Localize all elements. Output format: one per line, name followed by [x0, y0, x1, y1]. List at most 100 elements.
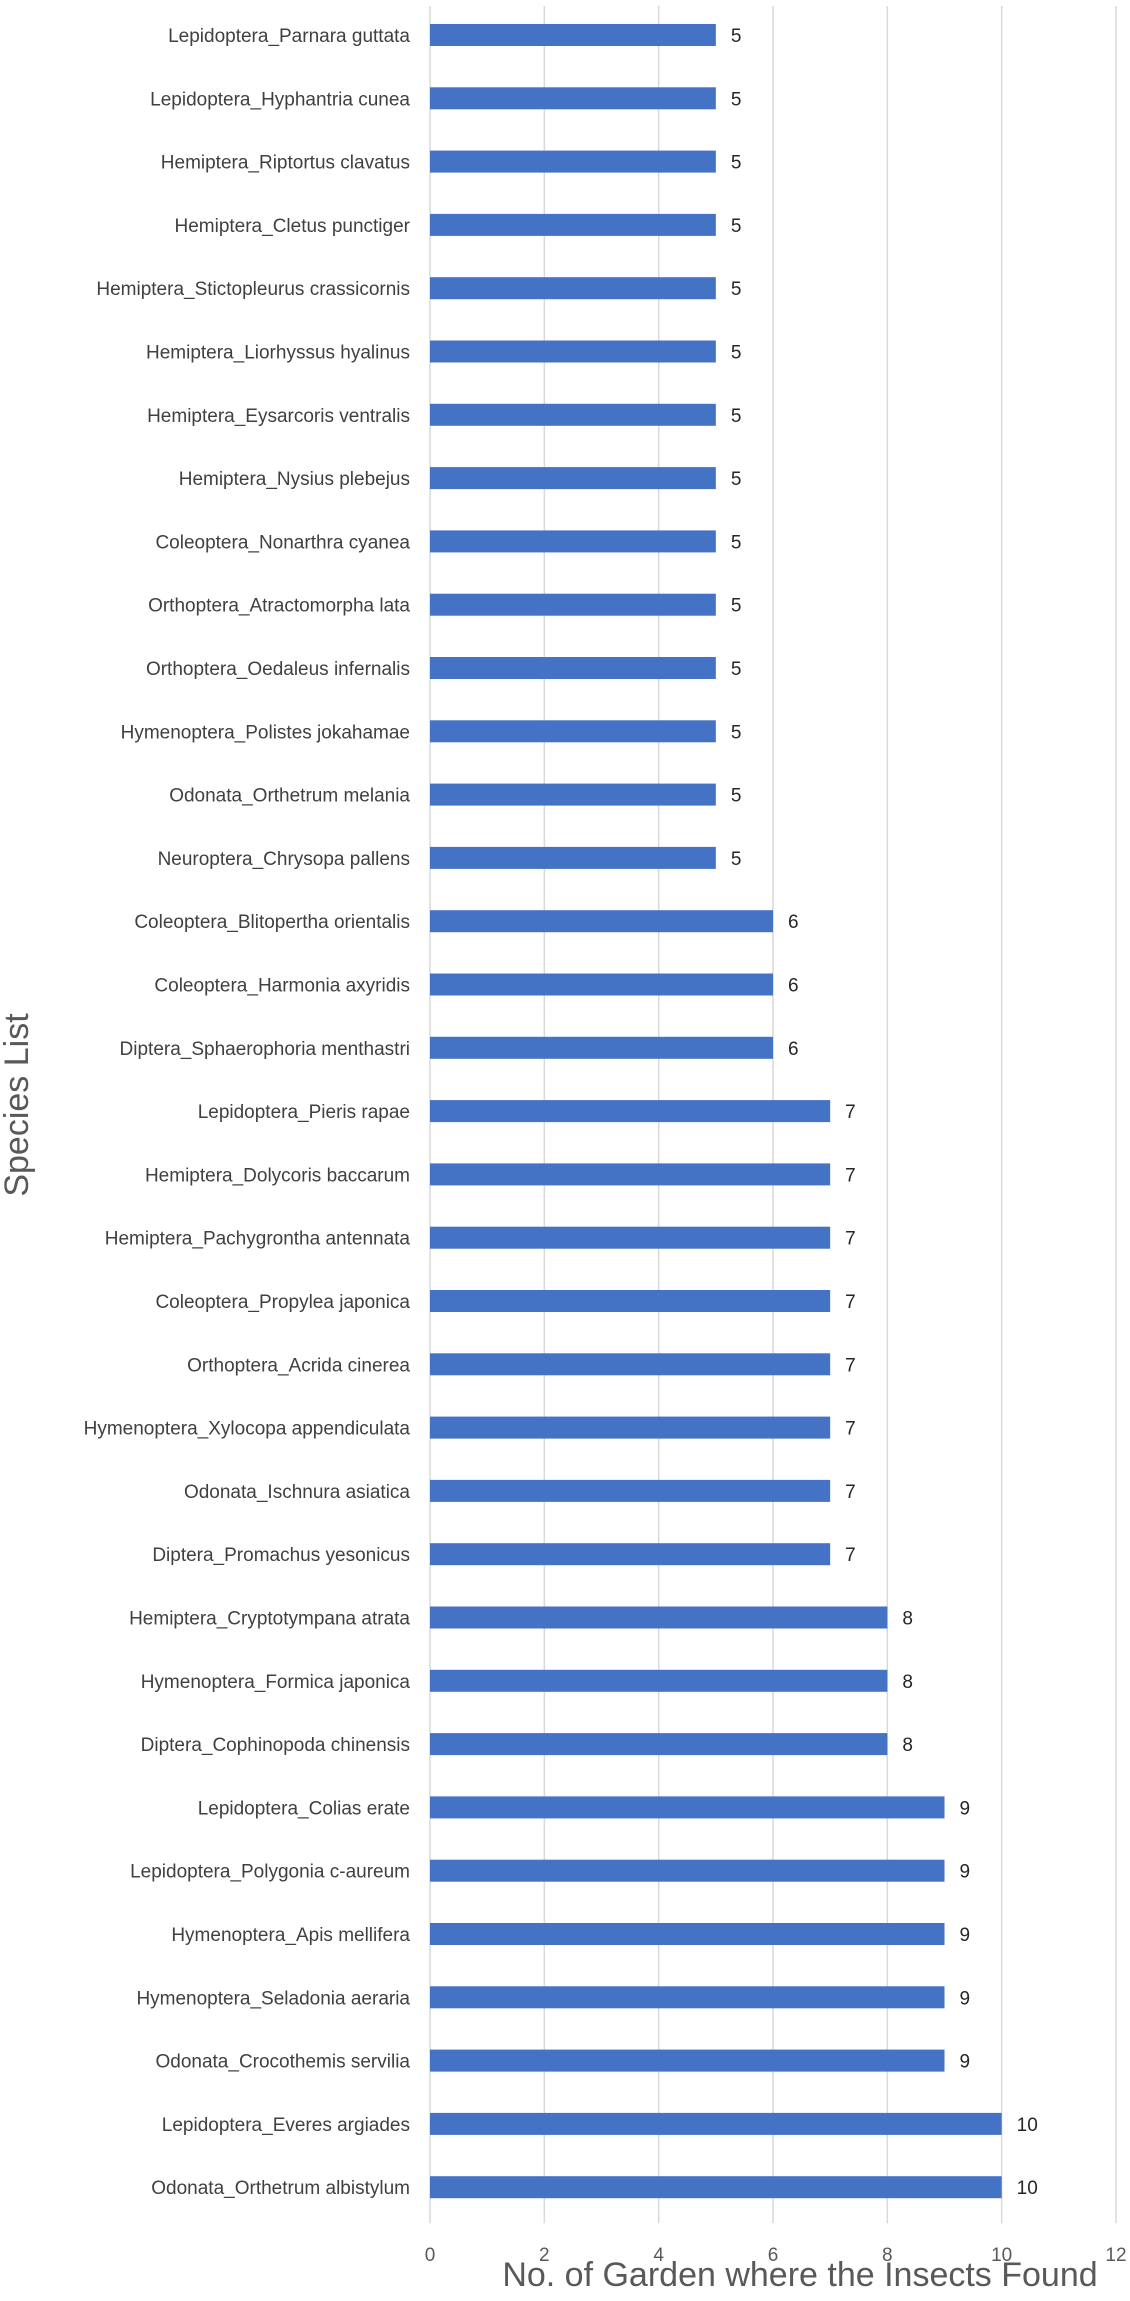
category-label: Coleoptera_Propylea japonica	[155, 1292, 410, 1313]
category-label: Hemiptera_Nysius plebejus	[179, 469, 410, 490]
data-label: 5	[731, 532, 742, 553]
category-label: Hemiptera_Liorhyssus hyalinus	[146, 343, 410, 364]
bar	[430, 1226, 831, 1249]
data-label: 9	[960, 1798, 971, 1819]
category-label: Coleoptera_Blitopertha orientalis	[134, 912, 410, 933]
category-label: Odonata_Orthetrum melania	[169, 786, 410, 807]
x-tick-label: 0	[425, 2245, 436, 2266]
category-label: Hymenoptera_Formica japonica	[141, 1672, 411, 1693]
bar	[430, 1606, 888, 1629]
category-label: Orthoptera_Oedaleus infernalis	[146, 659, 410, 680]
bar	[430, 1923, 945, 1945]
category-label: Orthoptera_Acrida cinerea	[187, 1355, 410, 1376]
data-label: 5	[731, 26, 742, 47]
data-label: 5	[731, 216, 742, 237]
category-label: Hemiptera_Cryptotympana atrata	[129, 1609, 410, 1630]
data-label: 7	[845, 1419, 856, 1440]
data-label: 5	[731, 722, 742, 743]
value-labels: 5 5 5 5 5 5 5 5 5 5 5 5 5 5 6 6 6 7 7 7 7 7 7 7 7 8 8 8 9 9 9 9 9 10 10	[731, 26, 1038, 2199]
category-label: Hymenoptera_Polistes jokahamae	[121, 722, 410, 743]
category-label: Hemiptera_Cletus punctiger	[174, 216, 410, 237]
bar	[430, 973, 773, 996]
data-label: 5	[731, 596, 742, 617]
bar	[430, 213, 716, 236]
category-label: Orthoptera_Atractomorpha lata	[148, 596, 410, 617]
data-label: 5	[731, 469, 742, 490]
category-label: Odonata_Ischnura asiatica	[184, 1482, 410, 1503]
category-label: Coleoptera_Nonarthra cyanea	[155, 532, 410, 553]
data-label: 8	[902, 1735, 913, 1756]
data-label: 8	[902, 1609, 913, 1630]
x-tick-label: 12	[1105, 2245, 1126, 2266]
data-label: 5	[731, 279, 742, 300]
category-label: Diptera_Sphaerophoria menthastri	[120, 1039, 410, 1060]
bar	[430, 1543, 831, 1566]
x-tick-label: 10	[991, 2245, 1012, 2266]
data-label: 5	[731, 849, 742, 870]
bars	[430, 24, 1002, 2199]
category-label: Hymenoptera_Seladonia aeraria	[136, 1988, 410, 2009]
data-label: 7	[845, 1229, 856, 1250]
bar	[430, 1669, 888, 1692]
category-label: Hymenoptera_Xylocopa appendiculata	[84, 1419, 411, 1440]
bar	[430, 1353, 831, 1376]
x-axis-title: No. of Garden where the Insects Found	[502, 2256, 1097, 2294]
y-axis-title: Species List	[0, 1013, 36, 1197]
x-tick-label: 8	[882, 2245, 893, 2266]
bar	[430, 87, 716, 110]
data-label: 6	[788, 1039, 799, 1060]
bar	[430, 340, 716, 363]
bar	[430, 593, 716, 616]
data-label: 5	[731, 89, 742, 110]
data-label: 7	[845, 1482, 856, 1503]
data-label: 5	[731, 659, 742, 680]
bar	[430, 1416, 831, 1439]
category-label: Hemiptera_Pachygrontha antennata	[105, 1229, 411, 1250]
bar	[430, 1859, 945, 1882]
data-label: 10	[1017, 2115, 1038, 2136]
bar	[430, 1796, 945, 1819]
data-label: 5	[731, 343, 742, 364]
bar	[430, 530, 716, 553]
bar	[430, 2049, 945, 2072]
data-label: 5	[731, 786, 742, 807]
category-label: Neuroptera_Chrysopa pallens	[158, 849, 410, 870]
data-label: 5	[731, 406, 742, 427]
data-label: 10	[1017, 2178, 1038, 2199]
category-label: Hymenoptera_Apis mellifera	[171, 1925, 410, 1946]
category-label: Lepidoptera_Colias erate	[198, 1798, 410, 1819]
bar	[430, 1100, 831, 1123]
data-label: 8	[902, 1672, 913, 1693]
bar	[430, 150, 716, 173]
category-label: Diptera_Promachus yesonicus	[152, 1545, 410, 1566]
bar	[430, 1163, 831, 1186]
bar	[430, 2176, 1002, 2199]
category-label: Odonata_Crocothemis servilia	[155, 2052, 410, 2073]
category-labels: Lepidoptera_Parnara guttata Lepidoptera_H…	[84, 26, 411, 2199]
bar	[430, 1290, 831, 1312]
category-label: Diptera_Cophinopoda chinensis	[141, 1735, 410, 1756]
x-tick-label: 2	[539, 2245, 550, 2266]
bar	[430, 2112, 1002, 2135]
bar	[430, 1036, 773, 1059]
data-label: 7	[845, 1165, 856, 1186]
data-label: 7	[845, 1102, 856, 1123]
bar	[430, 910, 773, 933]
bar	[430, 277, 716, 300]
category-label: Coleoptera_Harmonia axyridis	[154, 976, 410, 997]
data-label: 9	[960, 1925, 971, 1946]
category-label: Lepidoptera_Polygonia c-aureum	[130, 1862, 410, 1883]
data-label: 7	[845, 1545, 856, 1566]
category-label: Hemiptera_Eysarcoris ventralis	[147, 406, 410, 427]
x-tick-labels: 0 2 4 6 8 10 12	[425, 2245, 1127, 2266]
category-label: Lepidoptera_Parnara guttata	[168, 26, 410, 47]
bar	[430, 720, 716, 743]
data-label: 7	[845, 1355, 856, 1376]
category-label: Lepidoptera_Everes argiades	[162, 2115, 410, 2136]
category-label: Hemiptera_Dolycoris baccarum	[145, 1165, 410, 1186]
category-label: Lepidoptera_Pieris rapae	[198, 1102, 410, 1123]
bar	[430, 467, 716, 490]
x-tick-label: 4	[653, 2245, 664, 2266]
